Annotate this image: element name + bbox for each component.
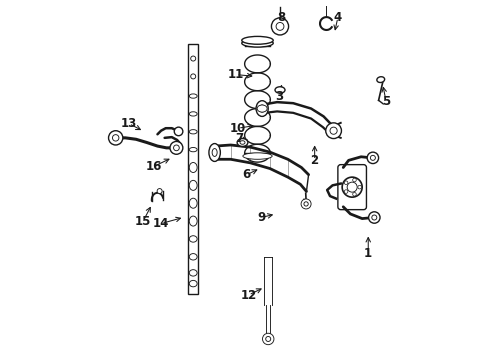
FancyBboxPatch shape [338, 165, 367, 210]
Text: 15: 15 [135, 215, 151, 228]
Circle shape [109, 131, 123, 145]
Circle shape [372, 215, 377, 220]
Ellipse shape [189, 94, 197, 98]
Ellipse shape [242, 39, 273, 47]
Circle shape [358, 185, 362, 189]
Ellipse shape [189, 148, 197, 152]
Text: 6: 6 [243, 168, 251, 181]
Ellipse shape [256, 101, 268, 116]
Ellipse shape [189, 198, 197, 208]
Ellipse shape [189, 112, 197, 116]
Text: 10: 10 [230, 122, 246, 135]
Circle shape [342, 177, 362, 197]
Text: 7: 7 [236, 132, 244, 145]
Circle shape [157, 189, 162, 194]
Ellipse shape [209, 144, 221, 161]
Ellipse shape [189, 162, 197, 172]
Ellipse shape [189, 130, 197, 134]
Text: 14: 14 [153, 217, 169, 230]
Circle shape [113, 135, 119, 141]
Circle shape [301, 199, 311, 209]
Circle shape [174, 127, 183, 136]
Circle shape [344, 190, 348, 193]
Ellipse shape [237, 139, 248, 147]
Ellipse shape [259, 105, 265, 112]
Text: 1: 1 [364, 247, 372, 260]
Text: 8: 8 [277, 11, 286, 24]
Ellipse shape [377, 77, 385, 82]
Circle shape [347, 182, 357, 192]
Ellipse shape [189, 253, 197, 260]
Circle shape [353, 193, 356, 196]
Ellipse shape [257, 105, 267, 112]
Circle shape [271, 18, 289, 35]
Circle shape [326, 123, 342, 139]
Text: 5: 5 [382, 95, 390, 108]
Text: 16: 16 [146, 160, 162, 173]
Text: 13: 13 [121, 117, 137, 130]
Circle shape [344, 181, 348, 185]
Text: 3: 3 [275, 90, 283, 103]
Circle shape [304, 202, 308, 206]
Bar [188, 44, 198, 294]
Circle shape [191, 74, 196, 79]
Circle shape [370, 156, 375, 160]
Text: 11: 11 [228, 68, 244, 81]
Circle shape [330, 127, 337, 134]
Ellipse shape [189, 270, 197, 276]
Circle shape [353, 178, 356, 182]
Ellipse shape [243, 153, 272, 159]
Circle shape [367, 152, 379, 163]
Ellipse shape [240, 141, 245, 144]
Circle shape [266, 337, 270, 342]
Text: 12: 12 [241, 288, 257, 302]
Ellipse shape [242, 36, 273, 44]
Circle shape [276, 22, 284, 30]
Circle shape [368, 212, 380, 223]
Text: 9: 9 [257, 211, 265, 224]
Ellipse shape [275, 87, 285, 93]
Circle shape [170, 141, 183, 154]
Text: 2: 2 [311, 154, 319, 167]
Circle shape [191, 56, 196, 61]
Circle shape [173, 145, 179, 151]
Ellipse shape [212, 149, 217, 157]
Text: 4: 4 [334, 11, 342, 24]
Circle shape [263, 333, 274, 345]
Ellipse shape [189, 180, 197, 190]
Ellipse shape [189, 236, 197, 242]
Ellipse shape [189, 216, 197, 226]
Ellipse shape [189, 280, 197, 287]
